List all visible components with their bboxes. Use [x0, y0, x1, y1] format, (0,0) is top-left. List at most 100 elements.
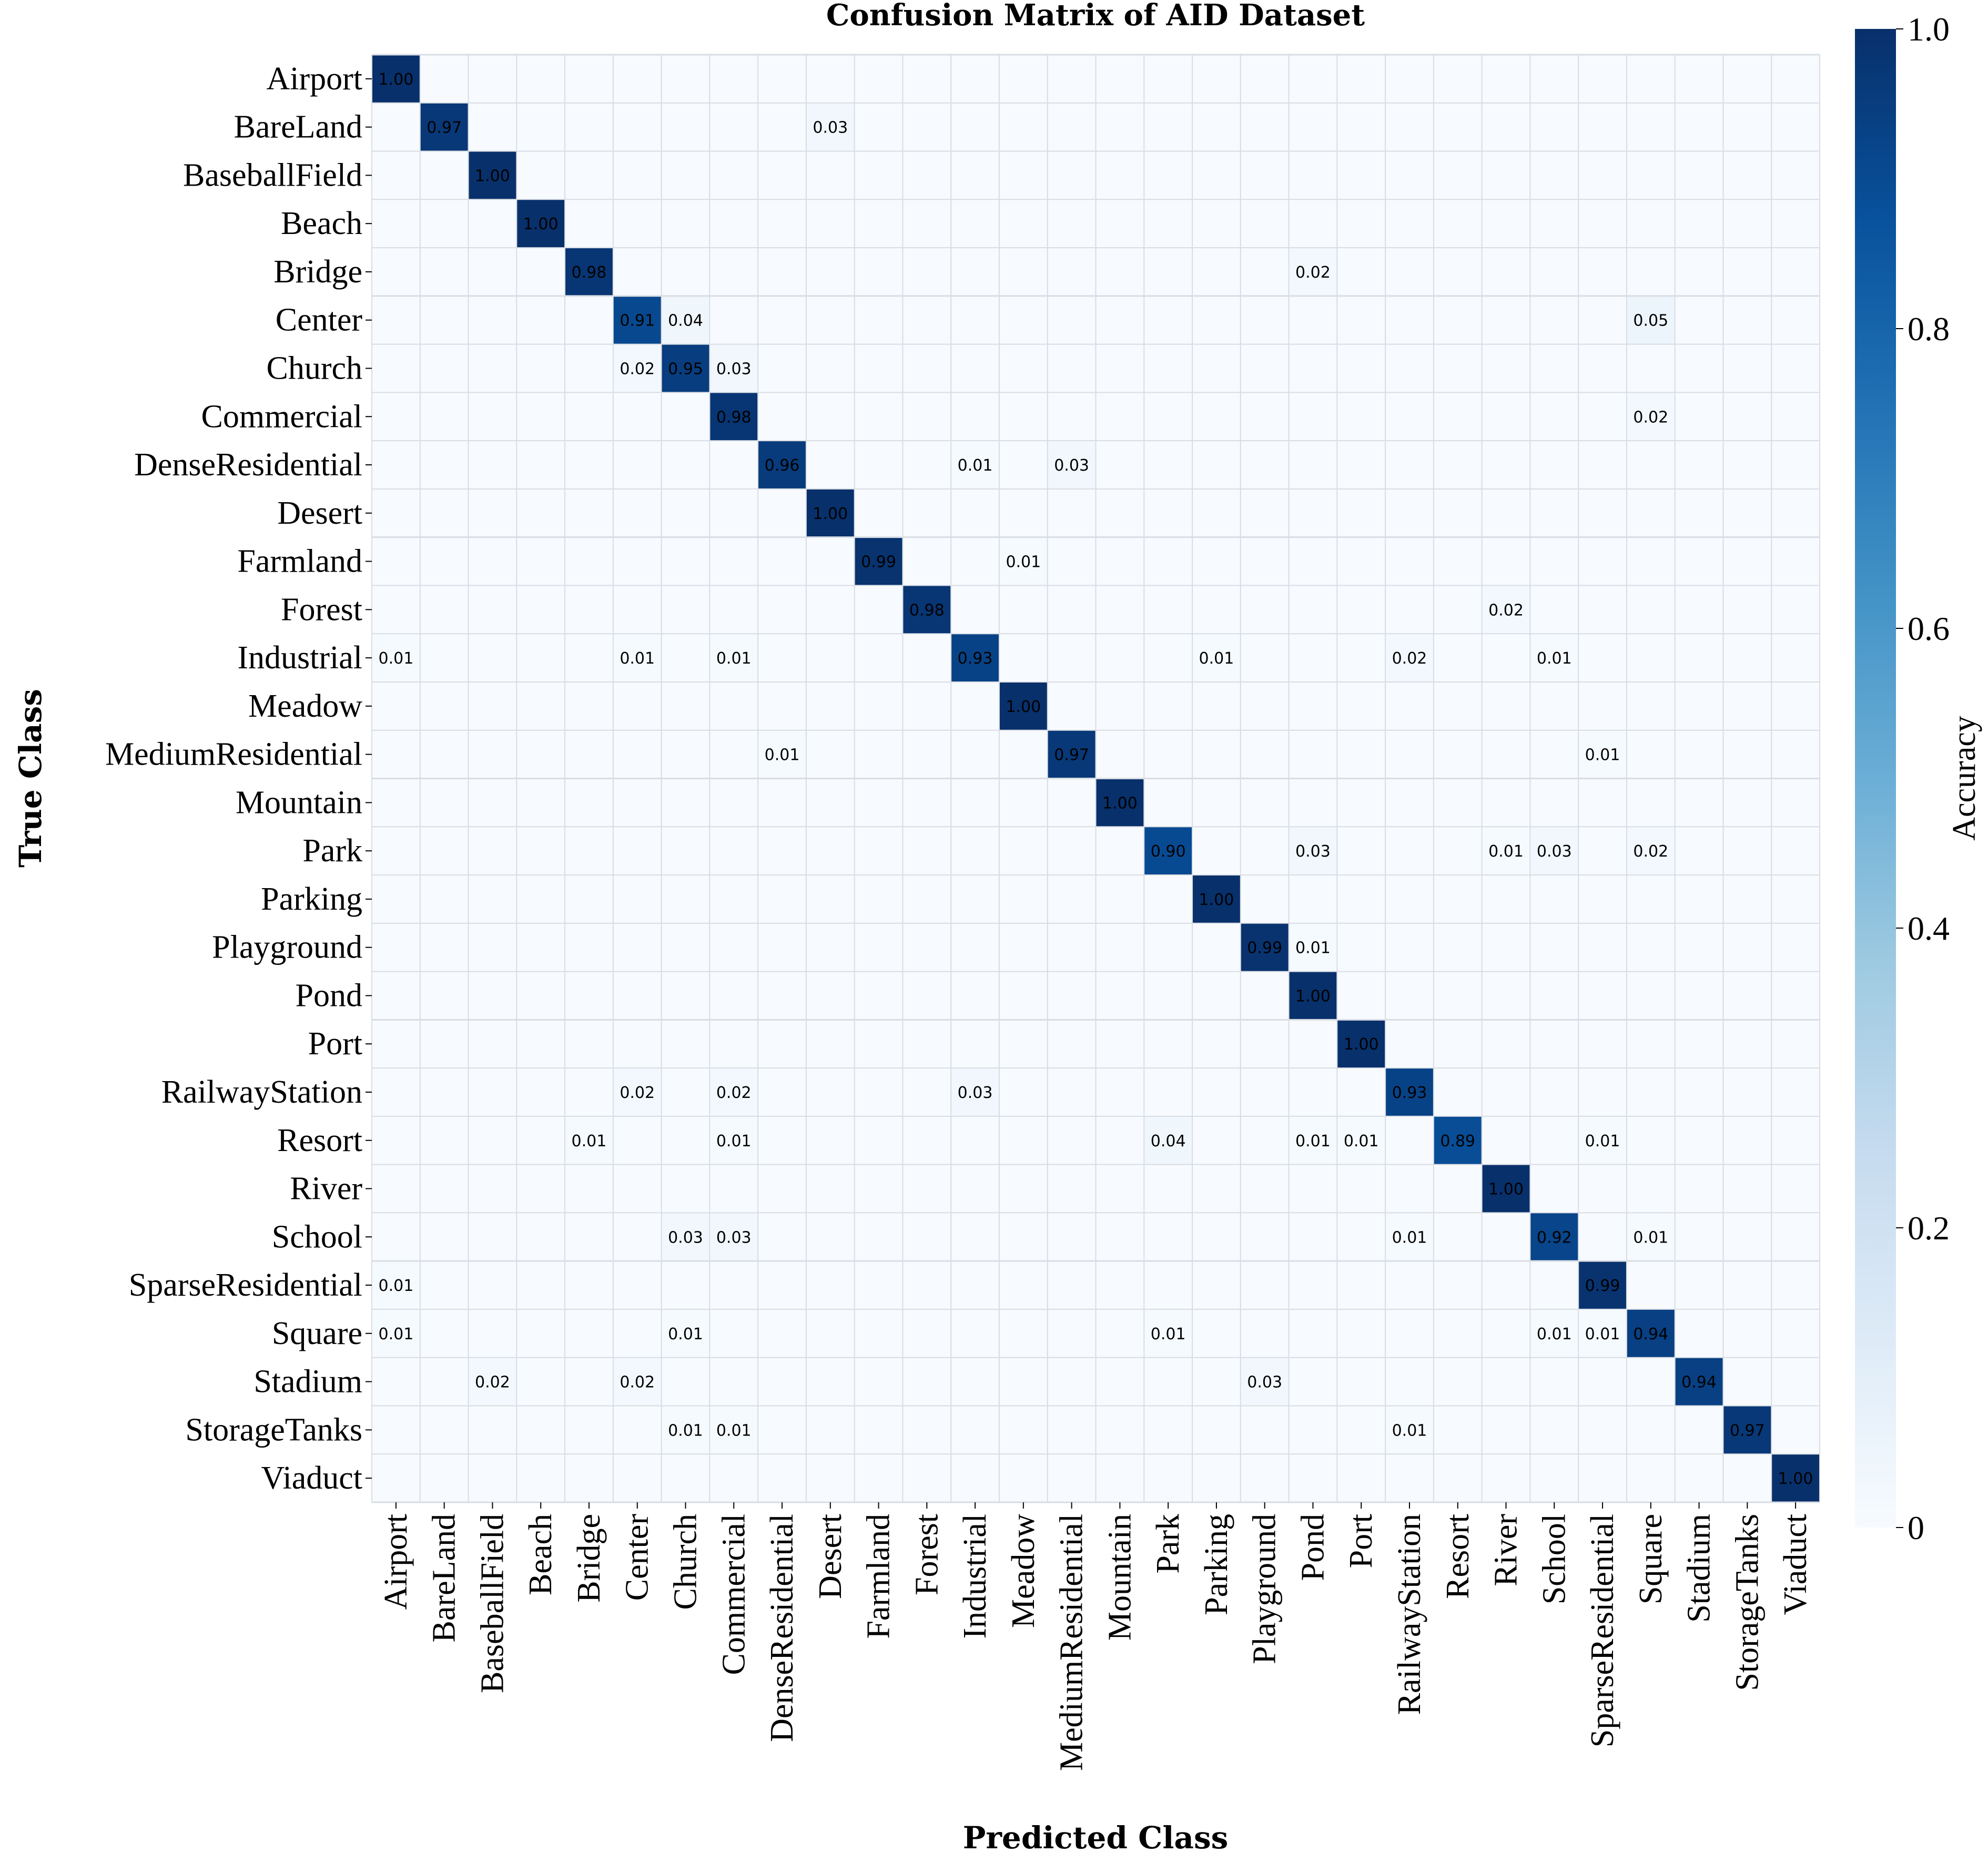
heatmap-cell	[1144, 1309, 1193, 1358]
heatmap-cell	[1482, 55, 1530, 103]
heatmap-cell	[1482, 344, 1530, 393]
heatmap-cell	[709, 827, 758, 875]
heatmap-cell	[951, 1020, 999, 1068]
heatmap-cell	[613, 151, 662, 200]
heatmap-cell	[516, 441, 565, 489]
heatmap-cell	[1675, 827, 1723, 875]
heatmap-cell	[1482, 1309, 1530, 1358]
heatmap-cell	[709, 778, 758, 827]
heatmap-cell	[468, 199, 517, 248]
y-tick-label: Viaduct	[261, 1460, 362, 1496]
heatmap-cell	[1385, 441, 1434, 489]
heatmap-cell	[661, 1309, 710, 1358]
heatmap-cell	[902, 585, 951, 634]
heatmap-cell	[420, 585, 469, 634]
heatmap-cell	[951, 392, 999, 441]
heatmap-cell	[806, 1406, 855, 1454]
heatmap-cell	[1192, 55, 1241, 103]
heatmap-cell	[1240, 778, 1289, 827]
heatmap-cell	[1433, 585, 1482, 634]
heatmap-cell	[516, 1454, 565, 1502]
heatmap-cell	[999, 488, 1048, 537]
heatmap-cell	[1096, 441, 1144, 489]
cell-value-label: 0.01	[1151, 1325, 1186, 1343]
heatmap-cell	[951, 1213, 999, 1261]
cell-value-label: 0.03	[716, 360, 752, 378]
heatmap-cell	[806, 199, 855, 248]
heatmap-cell	[758, 488, 806, 537]
heatmap-cell	[1144, 681, 1193, 730]
x-axis-ticks: Airport BareLand BaseballField Beach Bridge C…	[378, 1502, 1813, 1771]
heatmap-cell	[709, 923, 758, 972]
heatmap-cell	[1530, 248, 1579, 296]
heatmap-cell	[1337, 634, 1386, 682]
heatmap-cell	[1144, 875, 1193, 923]
heatmap-cell	[1096, 1406, 1144, 1454]
cell-value-label: 0.02	[620, 1373, 655, 1392]
heatmap-cell	[1289, 1020, 1337, 1068]
heatmap-cell	[1578, 1116, 1627, 1165]
heatmap-cell	[1723, 1454, 1772, 1502]
cell-value-label: 0.01	[1392, 1421, 1427, 1440]
heatmap-cell	[372, 488, 420, 537]
heatmap-cell	[565, 778, 613, 827]
heatmap-cell	[1771, 199, 1820, 248]
cell-value-label: 0.02	[1633, 842, 1668, 861]
heatmap-cell	[999, 971, 1048, 1020]
cell-value-label: 0.98	[909, 601, 945, 619]
heatmap-cell	[709, 730, 758, 779]
heatmap-cell	[1337, 585, 1386, 634]
heatmap-cell	[758, 151, 806, 200]
heatmap-cell	[661, 681, 710, 730]
heatmap-cell	[1047, 344, 1096, 393]
heatmap-cell	[468, 1213, 517, 1261]
heatmap-cell	[1482, 248, 1530, 296]
heatmap-cell	[1723, 537, 1772, 586]
heatmap-cell	[1192, 1020, 1241, 1068]
heatmap-cell	[1047, 488, 1096, 537]
heatmap-cell	[1192, 151, 1241, 200]
heatmap-cell	[1433, 1213, 1482, 1261]
heatmap-cell	[1675, 1116, 1723, 1165]
heatmap-cell	[1675, 296, 1723, 344]
heatmap-cell	[1433, 827, 1482, 875]
heatmap-cell	[1289, 681, 1337, 730]
heatmap-cell	[1096, 1116, 1144, 1165]
heatmap-cell	[661, 537, 710, 586]
heatmap-cell	[902, 151, 951, 200]
heatmap-cell	[1578, 1020, 1627, 1068]
heatmap-cell	[1096, 296, 1144, 344]
heatmap-cell	[1144, 296, 1193, 344]
heatmap-cell	[1192, 827, 1241, 875]
x-tick-label: SparseResidential	[1585, 1514, 1620, 1747]
heatmap-cell	[613, 296, 662, 344]
colorbar-label: Accuracy	[1946, 716, 1982, 841]
cell-value-label: 0.01	[1295, 939, 1331, 958]
heatmap-cell	[1289, 1309, 1337, 1358]
heatmap-cell	[951, 971, 999, 1020]
heatmap-cell	[951, 1309, 999, 1358]
heatmap-cell	[1433, 537, 1482, 586]
heatmap-cell	[613, 392, 662, 441]
heatmap-cell	[854, 151, 903, 200]
heatmap-cell	[1385, 1309, 1434, 1358]
cell-value-label: 0.94	[1633, 1325, 1668, 1343]
heatmap-cell	[1482, 634, 1530, 682]
heatmap-cell	[468, 778, 517, 827]
heatmap-cell	[1289, 585, 1337, 634]
heatmap-cell	[1096, 1454, 1144, 1502]
cell-value-label: 0.01	[572, 1132, 607, 1151]
heatmap-cell	[1240, 55, 1289, 103]
heatmap-cell	[1047, 681, 1096, 730]
heatmap-cell	[1385, 634, 1434, 682]
heatmap-cell	[1675, 344, 1723, 393]
heatmap-cell	[758, 1164, 806, 1213]
x-tick-label: Industrial	[957, 1514, 993, 1639]
heatmap-cell	[1482, 827, 1530, 875]
heatmap-cell	[1240, 681, 1289, 730]
heatmap-cell	[420, 1309, 469, 1358]
heatmap-cell	[613, 778, 662, 827]
heatmap-cell	[806, 392, 855, 441]
heatmap-cell	[709, 1357, 758, 1406]
heatmap-cell	[1385, 55, 1434, 103]
